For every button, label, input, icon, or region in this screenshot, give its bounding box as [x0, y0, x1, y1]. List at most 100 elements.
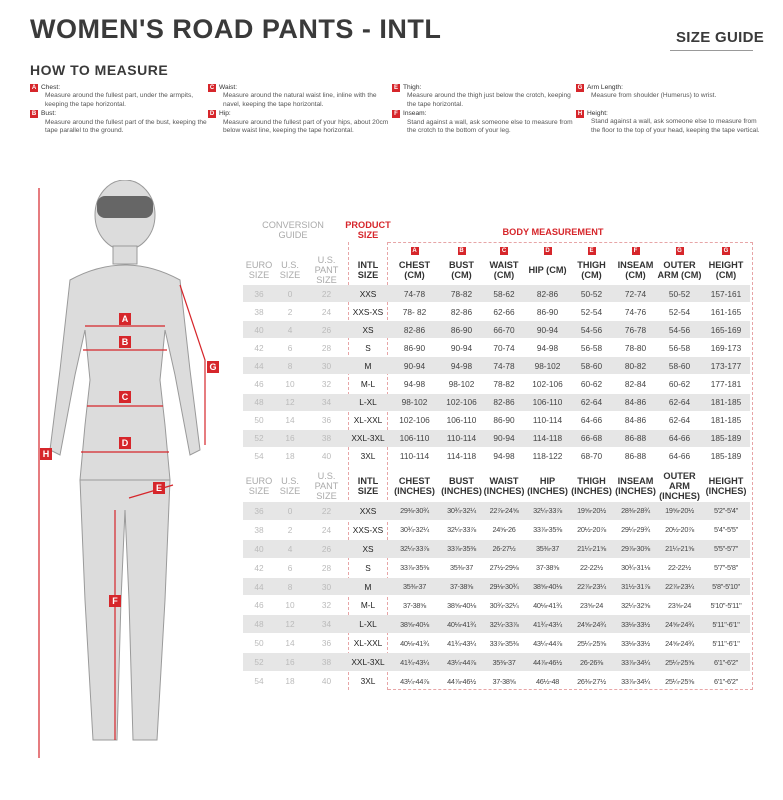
- letter-badge: H: [576, 110, 584, 119]
- table-cell: 90-94: [493, 433, 515, 444]
- table-cell: 44⅞-46½: [533, 657, 562, 667]
- table-cell: 66-68: [580, 433, 603, 444]
- letter-badge: A: [410, 247, 419, 255]
- table-cell: 52: [254, 433, 264, 444]
- letter-badge: C: [500, 247, 508, 255]
- body-figure: A B C D E F G H: [38, 180, 219, 758]
- row-stripe: [243, 429, 750, 447]
- table-cell: 20½-20⅞: [665, 525, 694, 535]
- svg-text:F: F: [112, 596, 118, 606]
- table-cell: 24⅝-24¾: [665, 619, 694, 629]
- table-cell: 94-98: [536, 342, 559, 353]
- table-cell: 22⅞-24⅝: [489, 506, 519, 516]
- table-cell: 22-22½: [580, 563, 603, 573]
- table-cell: 41¾-43¼: [533, 619, 562, 629]
- body-measurement-border: [388, 242, 753, 690]
- table-cell: 37-38⅝: [536, 563, 559, 573]
- table-cell: 37-38⅝: [492, 676, 516, 686]
- table-cell: 48: [254, 397, 264, 408]
- measure-description: Measure from shoulder (Humerus) to wrist…: [591, 92, 717, 100]
- intl-size-cell: XS: [362, 324, 374, 335]
- measure-item: D Hip: Measure around the fullest part of …: [208, 110, 393, 135]
- row-stripe: [243, 357, 750, 375]
- table-cell: 54: [254, 676, 264, 687]
- row-stripe: [243, 502, 750, 520]
- table-cell: 32¼-33⅞: [489, 619, 519, 629]
- table-cell: 58-60: [580, 360, 603, 371]
- table-cell: 90-94: [403, 360, 426, 371]
- table-cell: 58-60: [668, 360, 691, 371]
- table-cell: 62-64: [668, 415, 691, 426]
- measure-item-heading: E Thigh:: [392, 84, 577, 93]
- table-cell: 78-80: [624, 342, 647, 353]
- intl-size-cell: M: [364, 360, 372, 371]
- table-cell: 74-78: [403, 288, 426, 299]
- table-cell: 4: [287, 324, 293, 335]
- table-cell: 22⅞-23¼: [577, 582, 606, 592]
- table-cell: 38: [321, 657, 332, 668]
- table-cell: 0: [287, 505, 293, 516]
- table-cell: 5'10"-5'11": [710, 600, 742, 610]
- table-cell: 37-38⅝: [450, 582, 473, 592]
- table-cell: 82-86: [450, 306, 473, 317]
- measure-item-heading: C Waist:: [208, 84, 393, 93]
- measure-name: Waist:: [219, 84, 238, 91]
- table-cell: 36: [254, 288, 264, 299]
- measure-column: A Chest: Measure around the fullest part, …: [30, 84, 215, 136]
- table-cell: 64-66: [668, 451, 691, 462]
- table-cell: 44: [254, 360, 264, 371]
- table-cell: 2: [287, 306, 293, 317]
- column-header: CHEST (CM): [398, 260, 431, 280]
- letter-badge: E: [392, 84, 400, 93]
- table-cell: 102-106: [532, 379, 563, 390]
- table-cell: 22⅞-23¼: [665, 582, 694, 592]
- letter-badge-cell: B: [441, 246, 482, 256]
- measure-item-heading: G Arm Length:: [576, 84, 761, 93]
- table-cell: 102-106: [399, 415, 430, 426]
- measure-item-heading: B Bust:: [30, 110, 215, 119]
- table-cell: 43¼-44⅞: [400, 676, 429, 686]
- column-header: EURO SIZE: [245, 260, 273, 280]
- table-cell: 5'2"-5'4": [714, 506, 738, 516]
- measure-description: Measure around the thigh just below the …: [407, 92, 571, 108]
- column-header: OUTER ARM (INCHES): [659, 471, 700, 501]
- table-cell: 48: [254, 619, 264, 630]
- table-cell: 18: [285, 451, 295, 462]
- table-cell: 40: [254, 324, 264, 335]
- table-cell: 5'7"-5'8": [714, 563, 738, 573]
- table-cell: 24: [321, 306, 332, 317]
- table-cell: 74-76: [624, 306, 647, 317]
- letter-badge: D: [208, 110, 216, 119]
- table-cell: 80-82: [624, 360, 647, 371]
- row-stripe: [243, 577, 750, 596]
- table-cell: 28: [321, 342, 332, 353]
- table-cell: 98-102: [448, 379, 475, 390]
- table-cell: 58-62: [493, 288, 515, 299]
- column-header: OUTER ARM (CM): [657, 260, 702, 280]
- table-cell: 66-70: [493, 324, 515, 335]
- table-cell: 35⅜-37: [450, 563, 473, 573]
- table-cell: 25¼-25⅝: [665, 657, 694, 667]
- table-cell: 30¾-31⅛: [621, 563, 650, 573]
- table-cell: 84-86: [624, 415, 647, 426]
- how-to-measure-heading: HOW TO MEASURE: [30, 62, 169, 78]
- table-cell: 33⅞-34¼: [621, 657, 650, 667]
- table-cell: 78-82: [450, 288, 473, 299]
- letter-badge-cell: A: [388, 246, 441, 256]
- table-cell: 36: [254, 505, 264, 516]
- table-cell: 29⅞-30⅜: [621, 544, 650, 554]
- table-cell: 24⅝-24¾: [665, 638, 694, 648]
- table-cell: 62-66: [493, 306, 515, 317]
- table-cell: 86-90: [536, 306, 559, 317]
- table-cell: 32¼-32⅝: [621, 600, 650, 610]
- measure-description: Stand against a wall, ask someone else t…: [407, 118, 573, 135]
- table-cell: 43¼-44⅞: [533, 638, 562, 648]
- column-header: U.S. SIZE: [279, 260, 301, 280]
- table-cell: 25¼-25⅝: [665, 676, 694, 686]
- measure-name: Bust:: [41, 110, 57, 118]
- measure-item-heading: D Hip:: [208, 110, 393, 119]
- column-header: WAIST (CM): [489, 260, 519, 280]
- table-cell: 40: [321, 451, 332, 462]
- size-table: CONVERSION GUIDE PRODUCT SIZE BODY MEASURE…: [243, 215, 755, 695]
- intl-size-cell: L-XL: [359, 619, 377, 630]
